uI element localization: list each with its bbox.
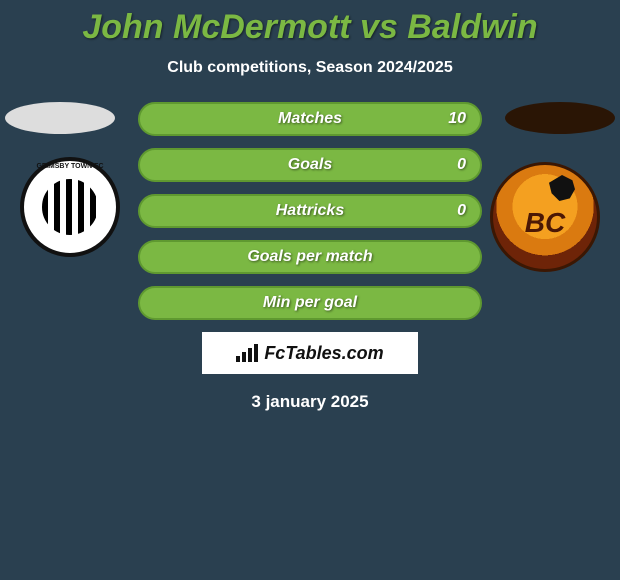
chart-icon (236, 344, 258, 362)
stat-bar-matches: Matches 10 (138, 102, 482, 136)
stat-bar-hattricks: Hattricks 0 (138, 194, 482, 228)
stat-label: Min per goal (263, 294, 357, 312)
brand-text: FcTables.com (264, 343, 383, 364)
stat-label: Matches (278, 110, 342, 128)
stat-label: Hattricks (276, 202, 344, 220)
brand-box: FcTables.com (202, 332, 418, 374)
stat-value: 0 (457, 150, 466, 180)
stat-bars: Matches 10 Goals 0 Hattricks 0 Goals per… (138, 102, 482, 320)
stat-label: Goals per match (247, 248, 372, 266)
date-text: 3 january 2025 (0, 392, 620, 412)
page-title: John McDermott vs Baldwin (0, 0, 620, 47)
left-player-avatar (5, 102, 115, 134)
right-team-badge-icon (490, 162, 600, 272)
stat-value: 0 (457, 196, 466, 226)
stat-bar-min-per-goal: Min per goal (138, 286, 482, 320)
stat-bar-goals: Goals 0 (138, 148, 482, 182)
left-team-badge-icon (20, 157, 120, 257)
stat-label: Goals (288, 156, 332, 174)
stat-value: 10 (448, 104, 466, 134)
subtitle: Club competitions, Season 2024/2025 (0, 59, 620, 77)
stat-bar-goals-per-match: Goals per match (138, 240, 482, 274)
comparison-graphic: Matches 10 Goals 0 Hattricks 0 Goals per… (0, 102, 620, 412)
right-player-avatar (505, 102, 615, 134)
